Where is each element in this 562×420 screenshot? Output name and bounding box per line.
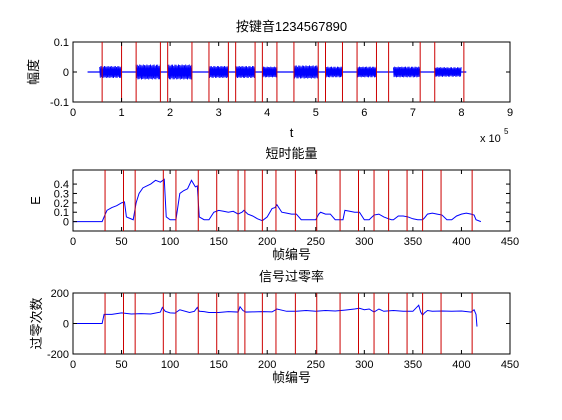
x-axis-label: 帧编号 (272, 370, 311, 385)
y-tick-label: 0.3 (54, 188, 69, 200)
x-tick-label: 300 (355, 359, 373, 371)
y-tick-label: 0 (63, 217, 69, 229)
y-tick-label: 0 (63, 319, 69, 331)
subplot-3: 0 50 100 150 200 250 300 350 400 450-2000200信号过零率… (29, 269, 519, 385)
y-tick-label: 0.1 (54, 37, 69, 49)
plot-area (72, 292, 511, 355)
signal-burst (99, 65, 122, 79)
plot-content (73, 170, 482, 231)
x-tick-label: 3 (216, 107, 222, 119)
plot-area (72, 169, 511, 232)
signal-burst (434, 67, 462, 77)
y-tick-label: 0 (63, 67, 69, 79)
y-tick-label: -0.1 (50, 97, 69, 109)
x-tick-label: 5 (313, 107, 319, 119)
x-tick-label: 0 (70, 359, 76, 371)
signal-burst (325, 66, 343, 78)
x-tick-label: 350 (404, 236, 422, 248)
y-tick-label: 0.1 (54, 207, 69, 219)
x-tick-label: 100 (161, 359, 179, 371)
x-tick-label: 50 (115, 359, 127, 371)
signal-burst (208, 65, 229, 79)
x-tick-label: 50 (115, 236, 127, 248)
x-tick-label: 7 (410, 107, 416, 119)
x-exponent-base: x 10 (480, 133, 501, 145)
x-axis-label: 帧编号 (272, 247, 311, 262)
x-tick-label: 450 (501, 236, 519, 248)
chart-title: 按键音1234567890 (236, 19, 347, 34)
x-tick-label: 2 (167, 107, 173, 119)
x-tick-label: 150 (209, 359, 227, 371)
y-tick-label: 200 (51, 288, 69, 300)
y-tick-label: 0.2 (54, 198, 69, 210)
signal-burst (135, 64, 161, 80)
signal-burst (293, 65, 319, 79)
x-tick-label: 200 (258, 236, 276, 248)
x-exponent-power: 5 (504, 127, 509, 136)
chart-title: 信号过零率 (259, 269, 324, 284)
x-tick-label: 250 (307, 359, 325, 371)
x-tick-label: 200 (258, 359, 276, 371)
signal-burst (356, 66, 377, 78)
x-tick-label: 4 (264, 107, 270, 119)
series-line (73, 178, 482, 223)
signal-burst (393, 66, 421, 78)
x-tick-label: 400 (452, 236, 470, 248)
signal-burst (261, 66, 278, 78)
chart-title: 短时能量 (265, 146, 317, 161)
x-tick-label: 250 (307, 236, 325, 248)
x-tick-label: 450 (501, 359, 519, 371)
plot-content (87, 42, 467, 102)
x-tick-label: 100 (161, 236, 179, 248)
x-tick-label: 300 (355, 236, 373, 248)
plot-content (73, 293, 478, 354)
x-tick-label: 0 (70, 107, 76, 119)
x-tick-label: 6 (361, 107, 367, 119)
y-axis-label: 幅度 (26, 59, 41, 85)
x-tick-label: 8 (458, 107, 464, 119)
x-tick-label: 150 (209, 236, 227, 248)
x-tick-label: 400 (452, 359, 470, 371)
y-axis-label: E (28, 196, 43, 205)
y-axis-label: 过零次数 (29, 297, 44, 349)
subplot-2: 0 50 100 150 200 250 300 350 400 45000.10.20.30.4… (28, 146, 519, 262)
signal-burst (167, 64, 193, 80)
y-tick-label: -200 (47, 349, 69, 361)
x-tick-label: 0 (70, 236, 76, 248)
signal-burst (235, 65, 256, 79)
x-tick-label: 1 (118, 107, 124, 119)
x-tick-label: 9 (507, 107, 513, 119)
y-tick-label: 0.4 (54, 179, 69, 191)
x-axis-label: t (290, 125, 294, 140)
x-tick-label: 350 (404, 359, 422, 371)
